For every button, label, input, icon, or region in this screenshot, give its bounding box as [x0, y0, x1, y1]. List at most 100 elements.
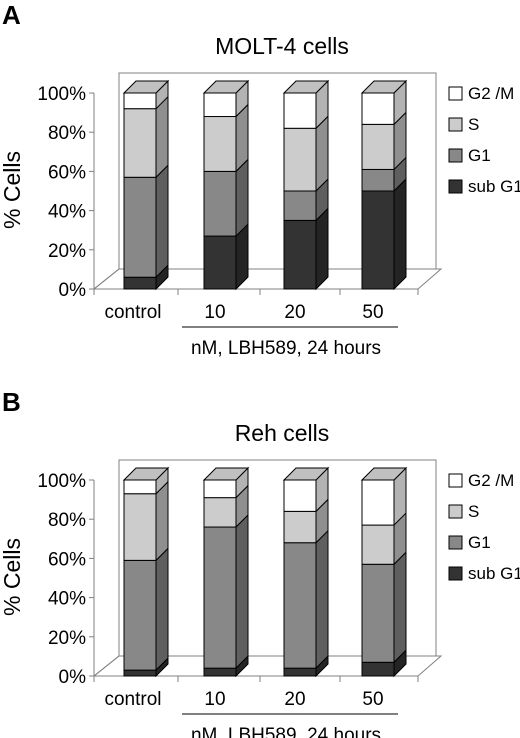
bar-top-cap [122, 80, 170, 94]
bar-segment-g1 [123, 176, 157, 278]
legend-s-swatch [448, 504, 463, 519]
panel-b: B Reh cells 0% 20% 40% 60% 80% 100% % Cells contr… [0, 387, 520, 738]
bar-segment-sub-g1 [283, 219, 317, 290]
bar-segment-s-side [315, 115, 329, 193]
bar-segment-g1-side [315, 529, 329, 670]
bar-top-cap [282, 467, 330, 481]
legend-s-label: S [468, 502, 479, 521]
bar-segment-s-side [155, 95, 169, 179]
bar-top-cap [202, 80, 250, 94]
y-tick-label: 0% [59, 667, 87, 688]
bar-segment-s [203, 497, 237, 528]
bar-segment-s [203, 116, 237, 172]
legend-g1-label: G1 [468, 533, 491, 552]
y-tick-label: 40% [48, 589, 86, 610]
y-tick-label: 20% [48, 628, 86, 649]
x-tick-label: 10 [204, 689, 225, 710]
y-tick-label: 80% [48, 510, 86, 531]
bar-segment-sub-g1-side [393, 177, 407, 291]
bar-segment-g1 [361, 563, 395, 663]
bar-segment-s-side [155, 480, 169, 562]
legend-sub-g1-swatch [448, 179, 463, 194]
bar-top-cap [360, 467, 408, 481]
legend-g2-m-swatch [448, 473, 463, 488]
bar-segment-g1-side [155, 547, 169, 672]
x-axis-label: nM, LBH589, 24 hours [191, 725, 381, 738]
bar-segment-g2-m [283, 92, 317, 129]
y-tick-label: 0% [59, 280, 87, 301]
plot-left-edge [93, 268, 120, 290]
bar-segment-s [283, 127, 317, 192]
bar-segment-sub-g1 [203, 667, 237, 677]
bar-top-cap [202, 467, 250, 481]
bar-segment-g1 [203, 526, 237, 669]
y-tick-label: 40% [48, 202, 86, 223]
bar-segment-g1-side [393, 551, 407, 664]
x-axis-label: nM, LBH589, 24 hours [191, 338, 381, 359]
bar-segment-g1 [361, 168, 395, 192]
bar-segment-sub-g1 [203, 235, 237, 290]
y-tick-label: 100% [37, 471, 86, 492]
x-tick-label: 50 [362, 689, 383, 710]
bar-segment-sub-g1 [283, 667, 317, 677]
bar-segment-g2-m [283, 479, 317, 512]
bar-segment-s [361, 123, 395, 170]
legend-g1-swatch [448, 535, 463, 550]
bar-segment-sub-g1 [123, 276, 157, 290]
chart-title: MOLT-4 cells [215, 33, 349, 59]
legend-sub-g1-swatch [448, 566, 463, 581]
x-tick-label: 20 [284, 302, 305, 323]
x-tick-label: 10 [204, 302, 225, 323]
panel-label: B [2, 387, 21, 417]
bar-segment-g2-m [361, 92, 395, 125]
panel-a: A MOLT-4 cells 0% 20% 40% 60% 80% 100% % Cells co… [0, 0, 520, 359]
bar-top-cap [122, 467, 170, 481]
legend-g2-m-label: G2 /M [468, 84, 514, 103]
plot-left-edge [93, 655, 120, 677]
y-tick-label: 20% [48, 241, 86, 262]
y-tick-label: 60% [48, 162, 86, 183]
y-tick-label: 100% [37, 84, 86, 105]
legend-g1-label: G1 [468, 146, 491, 165]
chart-title: Reh cells [235, 420, 330, 446]
bar-segment-g1 [283, 542, 317, 669]
x-tick-label: control [104, 302, 161, 323]
bar-segment-g2-m [123, 479, 157, 495]
bar-segment-g1-side [235, 513, 249, 670]
bar-segment-s [283, 510, 317, 544]
bar-segment-sub-g1 [123, 669, 157, 677]
legend-sub-g1-label: sub G1 [468, 564, 520, 583]
bar-segment-g2-m [203, 92, 237, 118]
legend-g2-m-swatch [448, 86, 463, 101]
bar-top-cap [282, 80, 330, 94]
y-axis-label: % Cells [0, 538, 25, 616]
bar-segment-g2-m [203, 479, 237, 499]
bar-segment-sub-g1 [361, 190, 395, 290]
y-axis-label: % Cells [0, 151, 25, 229]
bar-segment-sub-g1 [361, 661, 395, 677]
bar-segment-g1 [203, 170, 237, 237]
legend-s-swatch [448, 117, 463, 132]
panel-label: A [2, 0, 21, 30]
bar-segment-sub-g1-side [315, 207, 329, 291]
bar-segment-g1-side [235, 158, 249, 238]
bar-segment-s [361, 524, 395, 565]
legend-sub-g1-label: sub G1 [468, 177, 520, 196]
bar-segment-g2-m [123, 92, 157, 110]
legend-g1-swatch [448, 148, 463, 163]
x-tick-label: 20 [284, 689, 305, 710]
legend-s-label: S [468, 115, 479, 134]
x-tick-label: 50 [362, 302, 383, 323]
bar-top-cap [360, 80, 408, 94]
legend-g2-m-label: G2 /M [468, 471, 514, 490]
y-tick-label: 80% [48, 123, 86, 144]
bar-segment-g2-m [361, 479, 395, 526]
y-tick-label: 60% [48, 549, 86, 570]
x-tick-label: control [104, 689, 161, 710]
bar-segment-s [123, 493, 157, 561]
bar-segment-g1-side [155, 164, 169, 279]
bar-segment-g1 [283, 190, 317, 221]
bar-segment-g1 [123, 559, 157, 671]
bar-segment-s [123, 108, 157, 178]
